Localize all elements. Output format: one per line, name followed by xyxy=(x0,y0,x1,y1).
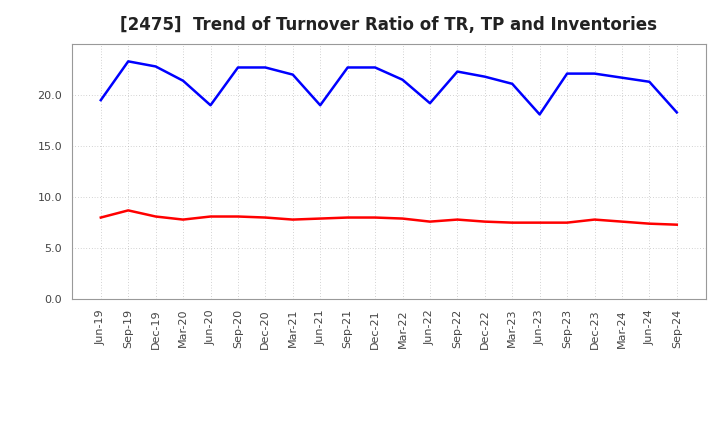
Trade Receivables xyxy=(96,215,105,220)
Trade Receivables xyxy=(590,217,599,222)
Line: Trade Receivables: Trade Receivables xyxy=(101,210,677,225)
Trade Receivables xyxy=(480,219,489,224)
Trade Payables xyxy=(233,65,242,70)
Trade Receivables xyxy=(179,217,187,222)
Line: Trade Payables: Trade Payables xyxy=(101,61,677,114)
Trade Receivables xyxy=(508,220,516,225)
Trade Payables xyxy=(343,65,352,70)
Trade Receivables xyxy=(563,220,572,225)
Trade Payables xyxy=(672,110,681,115)
Trade Receivables xyxy=(261,215,270,220)
Trade Receivables xyxy=(206,214,215,219)
Trade Receivables xyxy=(316,216,325,221)
Legend: Trade Receivables, Trade Payables, Inventories: Trade Receivables, Trade Payables, Inven… xyxy=(170,438,608,440)
Trade Payables xyxy=(206,103,215,108)
Trade Receivables xyxy=(289,217,297,222)
Trade Payables xyxy=(563,71,572,76)
Trade Payables xyxy=(426,101,434,106)
Trade Payables xyxy=(316,103,325,108)
Trade Receivables xyxy=(398,216,407,221)
Trade Payables xyxy=(289,72,297,77)
Trade Receivables xyxy=(672,222,681,227)
Trade Payables xyxy=(261,65,270,70)
Trade Payables xyxy=(618,75,626,81)
Trade Payables xyxy=(480,74,489,79)
Trade Payables xyxy=(179,78,187,84)
Trade Receivables xyxy=(453,217,462,222)
Trade Payables xyxy=(508,81,516,86)
Trade Payables xyxy=(645,79,654,84)
Trade Payables xyxy=(151,64,160,69)
Trade Receivables xyxy=(536,220,544,225)
Trade Payables xyxy=(124,59,132,64)
Trade Receivables xyxy=(426,219,434,224)
Trade Payables xyxy=(398,77,407,82)
Trade Payables xyxy=(96,98,105,103)
Trade Payables xyxy=(590,71,599,76)
Trade Receivables xyxy=(233,214,242,219)
Trade Receivables xyxy=(371,215,379,220)
Title: [2475]  Trend of Turnover Ratio of TR, TP and Inventories: [2475] Trend of Turnover Ratio of TR, TP… xyxy=(120,16,657,34)
Trade Payables xyxy=(371,65,379,70)
Trade Payables xyxy=(453,69,462,74)
Trade Receivables xyxy=(618,219,626,224)
Trade Receivables xyxy=(124,208,132,213)
Trade Receivables xyxy=(645,221,654,226)
Trade Receivables xyxy=(343,215,352,220)
Trade Payables xyxy=(536,112,544,117)
Trade Receivables xyxy=(151,214,160,219)
